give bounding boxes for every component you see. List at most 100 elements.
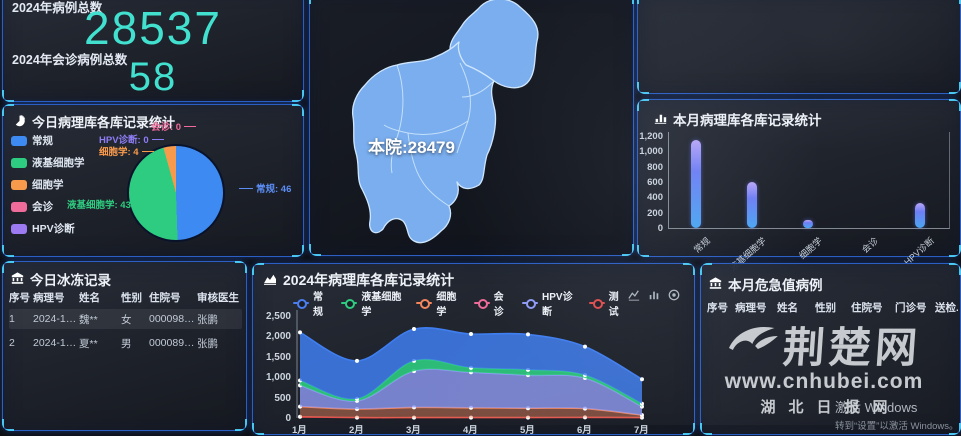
table-panel-icon: [11, 271, 24, 287]
x-axis-tick-label: 5月: [520, 425, 535, 436]
x-axis-tick-label: 6月: [577, 425, 592, 436]
x-axis-tick-label: 1月: [292, 425, 307, 436]
bar: [747, 182, 757, 228]
y-axis-tick-label: 1,000: [639, 146, 663, 158]
area-panel-title: 2024年病理库各库记录统计: [283, 272, 455, 288]
y-axis-tick-label: 2,500: [265, 311, 291, 322]
critical-table-title: 本月危急值病例: [728, 278, 823, 293]
area-legend-item[interactable]: 会诊: [473, 288, 509, 318]
table-cell: 2: [9, 337, 15, 349]
area-chart-svg: [296, 310, 644, 420]
y-axis-tick-label: 400: [647, 192, 663, 204]
column-header: 性别: [815, 302, 836, 314]
pie-legend-item[interactable]: 常规: [11, 133, 85, 148]
area-legend-item[interactable]: HPV诊断: [522, 288, 576, 318]
area-chart-icon: [263, 272, 277, 288]
pie-legend: 常规液基细胞学细胞学会诊 HPV诊断: [11, 133, 85, 236]
total-cases-panel: 2024年病例总数 28537 2024年会诊病例总数 58: [2, 0, 304, 102]
column-header: 送检...: [935, 302, 958, 314]
y-axis-tick-label: 1,000: [265, 372, 291, 384]
y-axis-tick-label: 1,200: [639, 131, 663, 142]
toolbox-line-icon[interactable]: [628, 288, 640, 306]
table-cell: 张鹏: [197, 313, 218, 326]
bar: [915, 203, 925, 228]
region-map[interactable]: [310, 0, 633, 255]
empty-panel: [637, 0, 961, 94]
y-axis-tick-label: 0: [285, 413, 291, 424]
legend-marker: [473, 299, 490, 309]
table-cell: 2024-13...: [33, 337, 79, 349]
pie-callout-label: 常规: 46: [239, 181, 291, 195]
hospital-map-label: 本院:28479: [368, 138, 455, 157]
pie-callout-label: 细胞学: 4: [99, 144, 154, 158]
legend-swatch: [11, 157, 27, 168]
table-cell: 魏**: [79, 313, 98, 326]
yearly-area-chart: 2,500 2,000 1,500 1,000 500 0 1月 2月 3月 4月 5月 6月 7月: [253, 264, 694, 436]
pie-legend-item[interactable]: 液基细胞学: [11, 155, 85, 170]
legend-marker: [341, 299, 358, 309]
x-axis-tick-label: 3月: [406, 425, 421, 436]
column-header: 门诊号: [895, 302, 927, 314]
frozen-records-panel: 今日冰冻记录 序号 病理号 姓名 性别 住院号 审核医生 1 2024-13... 魏** 女 00…: [2, 261, 247, 431]
area-legend: 常规 液基细胞学 细胞学 会诊 HPV诊断 测试: [293, 288, 624, 318]
y-axis-tick-label: 200: [647, 207, 663, 219]
bar-panel-title: 本月病理库各库记录统计: [673, 113, 822, 128]
table-cell: 女: [121, 313, 132, 326]
legend-swatch: [11, 201, 27, 212]
toolbox-download-icon[interactable]: [668, 288, 680, 306]
table-header-row: 序号 病理号 姓名 性别 住院号 审核医生: [9, 290, 242, 305]
table-cell: 0000898...: [149, 337, 197, 349]
legend-swatch: [11, 179, 27, 190]
pie-legend-item[interactable]: 会诊: [11, 199, 85, 214]
legend-swatch: [11, 223, 27, 234]
y-axis-tick-label: 500: [274, 392, 291, 404]
y-axis-tick-label: 800: [647, 161, 663, 173]
y-axis-tick-label: 600: [647, 177, 663, 188]
x-axis-tick-label: 4月: [463, 425, 478, 436]
today-pie-panel: 今日病理库各库记录统计 常规 液基细胞学 细胞学 会诊 HPV诊断 会诊: 0 HPV诊断…: [2, 104, 304, 257]
critical-table: 序号病理号姓名 性别 住院号门诊号送检...: [707, 300, 958, 315]
area-legend-item[interactable]: 细胞学: [416, 288, 460, 318]
monthly-bar-panel: 本月病理库各库记录统计 1,200 1,000 800 600 400 200 0 常规 液基细…: [637, 99, 961, 273]
bar: [691, 140, 701, 228]
table-cell: 夏**: [79, 337, 98, 350]
table-cell: 男: [121, 337, 132, 350]
column-header: 住院号: [149, 292, 181, 304]
monthly-bar-chart: 1,200 1,000 800 600 400 200 0 常规 液基细胞学 细胞学 会诊 HPV诊断: [638, 100, 960, 273]
bar: [803, 220, 813, 228]
bar-axis-frame: [668, 132, 950, 229]
column-header: 序号: [9, 292, 30, 304]
x-axis-category-label: 会诊: [859, 235, 881, 255]
y-axis-tick-label: 2,000: [265, 331, 291, 343]
frozen-table: 序号 病理号 姓名 性别 住院号 审核医生 1 2024-13... 魏** 女 0000986..…: [9, 290, 242, 353]
toolbox-bar-icon[interactable]: [648, 288, 660, 306]
table-header-row: 序号病理号姓名 性别 住院号门诊号送检...: [707, 300, 958, 315]
column-header: 病理号: [33, 292, 65, 304]
column-header: 性别: [121, 292, 142, 304]
x-axis-category-label: 常规: [691, 235, 713, 255]
yearly-area-panel: 2024年病理库各库记录统计 常规 液基细胞学 细胞学 会诊 HPV诊断 测试 2,500…: [252, 263, 695, 436]
pie-legend-item[interactable]: 细胞学: [11, 177, 85, 192]
column-header: 病理号: [735, 302, 767, 314]
table-cell: 张鹏: [197, 337, 218, 350]
legend-marker: [588, 299, 605, 309]
table-panel-icon: [709, 276, 722, 292]
table-row: 2 2024-13... 夏** 男 0000898... 张鹏: [9, 333, 242, 353]
pie-callout-label: HPV诊断: 0: [99, 132, 164, 146]
column-header: 序号: [707, 302, 728, 314]
frozen-table-title: 今日冰冻记录: [30, 273, 111, 288]
consult-cases-value: 58: [128, 55, 178, 99]
area-legend-item[interactable]: 液基细胞学: [341, 288, 403, 318]
column-header: 审核医生: [197, 292, 239, 304]
x-axis-tick-label: 7月: [634, 425, 649, 436]
pie-legend-item[interactable]: HPV诊断: [11, 221, 85, 236]
table-cell: 1: [9, 313, 15, 325]
column-header: 住院号: [851, 302, 883, 314]
area-legend-item[interactable]: 测试: [588, 288, 624, 318]
chart-toolbox: [628, 288, 680, 306]
y-axis-tick-label: 1,500: [265, 351, 291, 363]
area-legend-item[interactable]: 常规: [293, 288, 328, 318]
column-header: 姓名: [79, 292, 100, 304]
today-pie-chart: [129, 146, 223, 240]
total-cases-value: 28537: [84, 2, 222, 54]
